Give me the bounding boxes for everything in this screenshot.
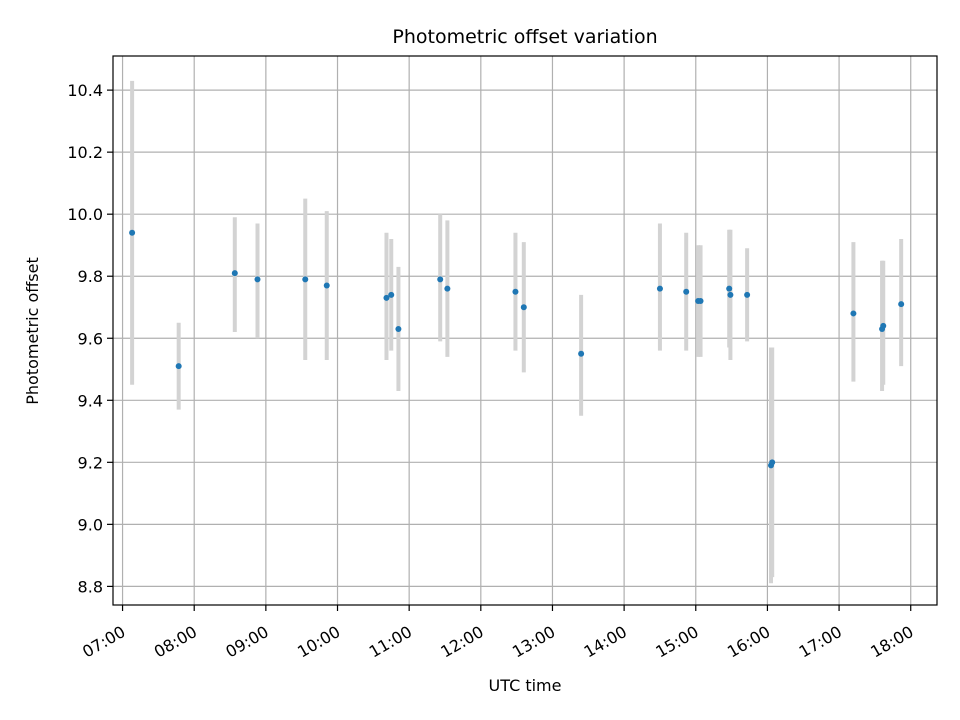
y-tick-label: 10.0 <box>67 205 103 224</box>
plot-frame <box>112 55 938 606</box>
data-point <box>726 285 733 292</box>
data-point <box>683 288 690 295</box>
x-tick-label: 16:00 <box>724 622 773 662</box>
data-point <box>656 285 663 292</box>
y-axis: 8.8 9.0 9.2 9.4 9.6 9.8 10.0 10.2 10.4 <box>67 81 113 596</box>
data-point <box>444 285 451 292</box>
y-tick-label: 10.2 <box>67 143 103 162</box>
x-tick-label: 07:00 <box>79 622 128 662</box>
y-tick-label: 9.2 <box>78 453 103 472</box>
data-point <box>383 294 390 301</box>
chart-title: Photometric offset variation <box>392 26 657 48</box>
data-point <box>898 301 905 308</box>
grid <box>113 56 937 605</box>
data-points <box>129 229 905 469</box>
data-point <box>512 288 519 295</box>
x-tick-label: 18:00 <box>867 622 916 662</box>
y-tick-label: 9.6 <box>78 329 103 348</box>
x-tick-label: 08:00 <box>151 622 200 662</box>
y-tick-label: 9.0 <box>78 515 103 534</box>
x-tick-label: 10:00 <box>294 622 343 662</box>
data-point <box>578 350 585 357</box>
data-point <box>727 291 734 298</box>
y-tick-label: 9.4 <box>78 391 103 410</box>
x-tick-label: 14:00 <box>581 622 630 662</box>
data-point <box>520 304 527 311</box>
data-point <box>850 310 857 317</box>
data-point <box>388 291 395 298</box>
x-tick-label: 09:00 <box>222 622 271 662</box>
data-point <box>129 229 136 236</box>
x-tick-label: 17:00 <box>796 622 845 662</box>
y-tick-label: 8.8 <box>78 577 103 596</box>
data-point <box>769 459 776 466</box>
data-point <box>231 270 238 277</box>
x-tick-label: 12:00 <box>437 622 486 662</box>
x-tick-label: 15:00 <box>652 622 701 662</box>
y-tick-label: 9.8 <box>78 267 103 286</box>
data-point <box>254 276 261 283</box>
x-axis-label: UTC time <box>489 676 562 695</box>
data-point <box>175 363 182 370</box>
data-point <box>697 298 704 305</box>
data-point <box>302 276 309 283</box>
x-tick-label: 13:00 <box>509 622 558 662</box>
data-point <box>437 276 444 283</box>
x-axis: 07:00 08:00 09:00 10:00 11:00 12:00 13:00 14:00… <box>79 605 917 662</box>
data-point <box>323 282 330 289</box>
data-point <box>744 291 751 298</box>
data-point <box>395 325 402 332</box>
data-point <box>880 322 887 329</box>
y-tick-label: 10.4 <box>67 81 103 100</box>
x-tick-label: 11:00 <box>366 622 415 662</box>
y-axis-label: Photometric offset <box>23 257 42 405</box>
